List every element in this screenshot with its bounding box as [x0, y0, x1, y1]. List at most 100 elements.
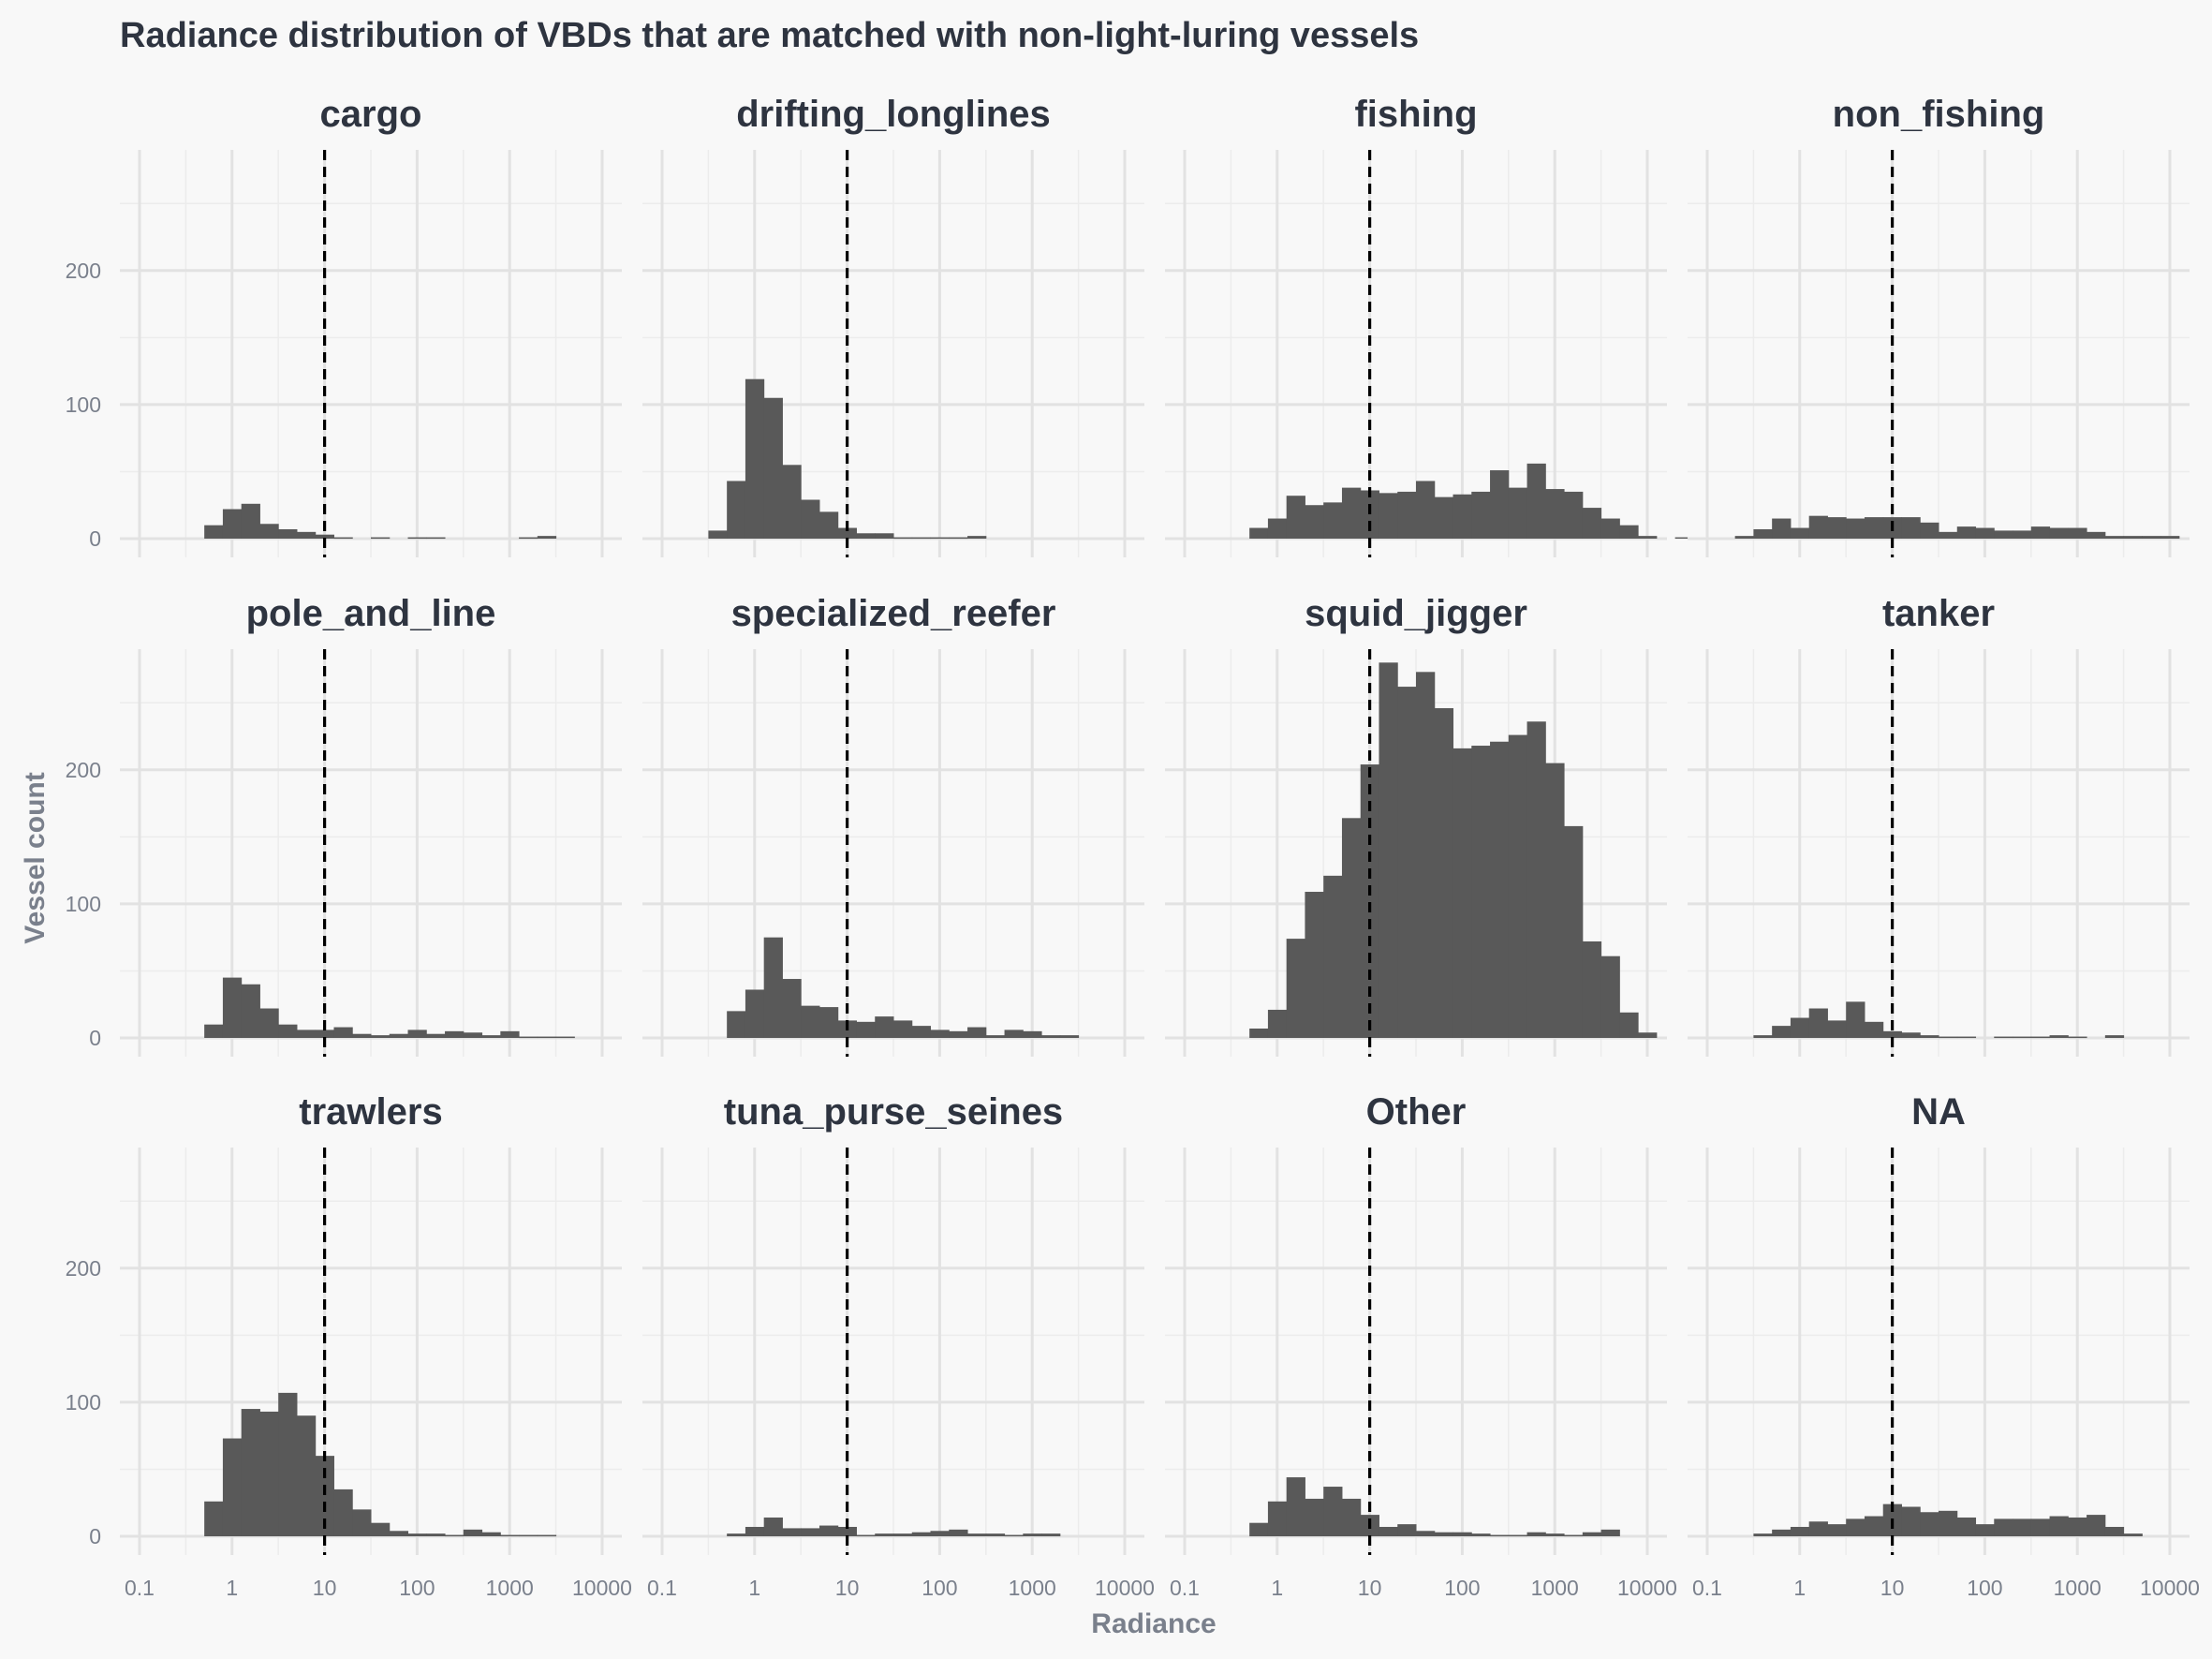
x-tick-label: 100 — [922, 1576, 957, 1600]
histogram-bar — [1956, 1517, 1977, 1536]
histogram-bar — [407, 537, 427, 540]
histogram-bar — [1600, 518, 1620, 539]
x-tick-label: 100 — [1444, 1576, 1480, 1600]
histogram-bar — [2049, 1035, 2069, 1038]
histogram-bar — [259, 1008, 279, 1038]
histogram-bar — [296, 531, 317, 539]
histogram-bar — [1753, 528, 1773, 539]
histogram-bar — [708, 530, 728, 539]
histogram-bar — [1901, 1032, 1921, 1038]
histogram-bar — [911, 537, 932, 540]
histogram-bar — [445, 1534, 465, 1537]
histogram-bar — [1286, 939, 1305, 1038]
histogram-bar — [1920, 1512, 1939, 1536]
histogram-bar — [1416, 1531, 1436, 1536]
y-tick-label: 200 — [66, 758, 101, 782]
histogram-bar — [1379, 493, 1398, 539]
histogram-bar — [1023, 1030, 1042, 1038]
y-tick-label: 100 — [66, 892, 101, 916]
histogram-bar — [782, 1528, 802, 1536]
histogram-bar — [856, 1534, 876, 1537]
x-tick-label: 0.1 — [647, 1576, 677, 1600]
histogram-bar — [1379, 662, 1398, 1038]
histogram-bar — [1059, 1035, 1080, 1038]
facet-title: tanker — [1882, 593, 1995, 634]
histogram-bar — [1920, 522, 1939, 539]
facet-title: non_fishing — [1833, 94, 2045, 135]
histogram-bar — [1267, 1009, 1288, 1038]
histogram-bar — [445, 1030, 465, 1038]
x-tick-label: 10 — [1358, 1576, 1382, 1600]
histogram-bar — [1582, 1532, 1602, 1536]
x-tick-label: 10 — [1880, 1576, 1905, 1600]
histogram-bar — [2013, 530, 2032, 539]
histogram-bar — [1808, 515, 1828, 539]
facet-panel-trawlers: trawlers 0 100 200 0.1 1 10 100 1000 10000 — [66, 1091, 632, 1600]
histogram-bar — [1397, 491, 1417, 539]
histogram-bar — [259, 1411, 279, 1536]
histogram-bar — [763, 937, 783, 1038]
histogram-bar — [1545, 1533, 1565, 1536]
histogram-bar — [371, 1035, 391, 1038]
histogram-bar — [222, 1438, 243, 1536]
histogram-bar — [1305, 505, 1324, 539]
histogram-bar — [727, 481, 746, 539]
histogram-bar — [1508, 487, 1528, 539]
histogram-bar — [500, 1030, 520, 1038]
histogram-bar — [911, 1532, 932, 1536]
histogram-bar — [893, 1533, 913, 1536]
histogram-bar — [1619, 1012, 1639, 1038]
histogram-bar — [1901, 1506, 1921, 1536]
histogram-bar — [2030, 526, 2051, 539]
x-tick-label: 1000 — [1531, 1576, 1579, 1600]
facet-panel-squid_jigger: squid_jigger — [1165, 593, 1667, 1057]
x-tick-label: 10000 — [2140, 1576, 2200, 1600]
histogram-bar — [1341, 487, 1362, 539]
histogram-bar — [333, 1027, 353, 1038]
histogram-bar — [967, 1533, 987, 1536]
histogram-bar — [463, 1529, 483, 1536]
histogram-bar — [1939, 1036, 1958, 1039]
histogram-bar — [2068, 1517, 2087, 1536]
histogram-bar — [1508, 734, 1528, 1038]
facet-panel-tuna_purse_seines: tuna_purse_seines 0.1 1 10 100 1000 10000 — [642, 1091, 1155, 1600]
x-tick-label: 1000 — [1009, 1576, 1056, 1600]
y-tick-label: 0 — [89, 1524, 101, 1548]
facet-title: Other — [1366, 1091, 1467, 1133]
histogram-bar — [1434, 496, 1454, 539]
facet-panel-cargo: cargo 0 100 200 — [66, 94, 622, 557]
facet-title: fishing — [1354, 94, 1477, 135]
histogram-bar — [519, 537, 538, 540]
histogram-bar — [1267, 1501, 1288, 1536]
x-tick-label: 100 — [1967, 1576, 2002, 1600]
x-tick-label: 1000 — [486, 1576, 534, 1600]
histogram-bar — [801, 499, 820, 539]
histogram-bar — [2123, 536, 2143, 539]
histogram-bar — [537, 1036, 557, 1039]
histogram-bar — [967, 1027, 987, 1038]
histogram-bar — [1901, 517, 1921, 539]
histogram-bar — [1638, 536, 1658, 539]
histogram-bar — [1956, 1036, 1977, 1039]
histogram-bar — [1564, 1534, 1584, 1537]
histogram-bar — [1753, 1035, 1773, 1038]
histogram-bar — [1772, 518, 1792, 539]
histogram-bar — [278, 1392, 298, 1536]
histogram-bar — [352, 1033, 372, 1038]
x-tick-label: 10000 — [1617, 1576, 1677, 1600]
histogram-bar — [1508, 1534, 1528, 1537]
histogram-bar — [1772, 1026, 1792, 1038]
histogram-bar — [1994, 1518, 2013, 1536]
facet-panel-tanker: tanker — [1688, 593, 2190, 1057]
histogram-bar — [555, 1036, 575, 1039]
histogram-bar — [875, 1016, 894, 1038]
histogram-bar — [727, 1533, 746, 1536]
histogram-bar — [241, 503, 260, 539]
histogram-bar — [1397, 1524, 1417, 1536]
histogram-bar — [1920, 1035, 1939, 1038]
histogram-bar — [1939, 531, 1958, 539]
histogram-bar — [1882, 1030, 1902, 1038]
histogram-bar — [1939, 1510, 1958, 1536]
facet-panel-fishing: fishing — [1165, 94, 1694, 557]
